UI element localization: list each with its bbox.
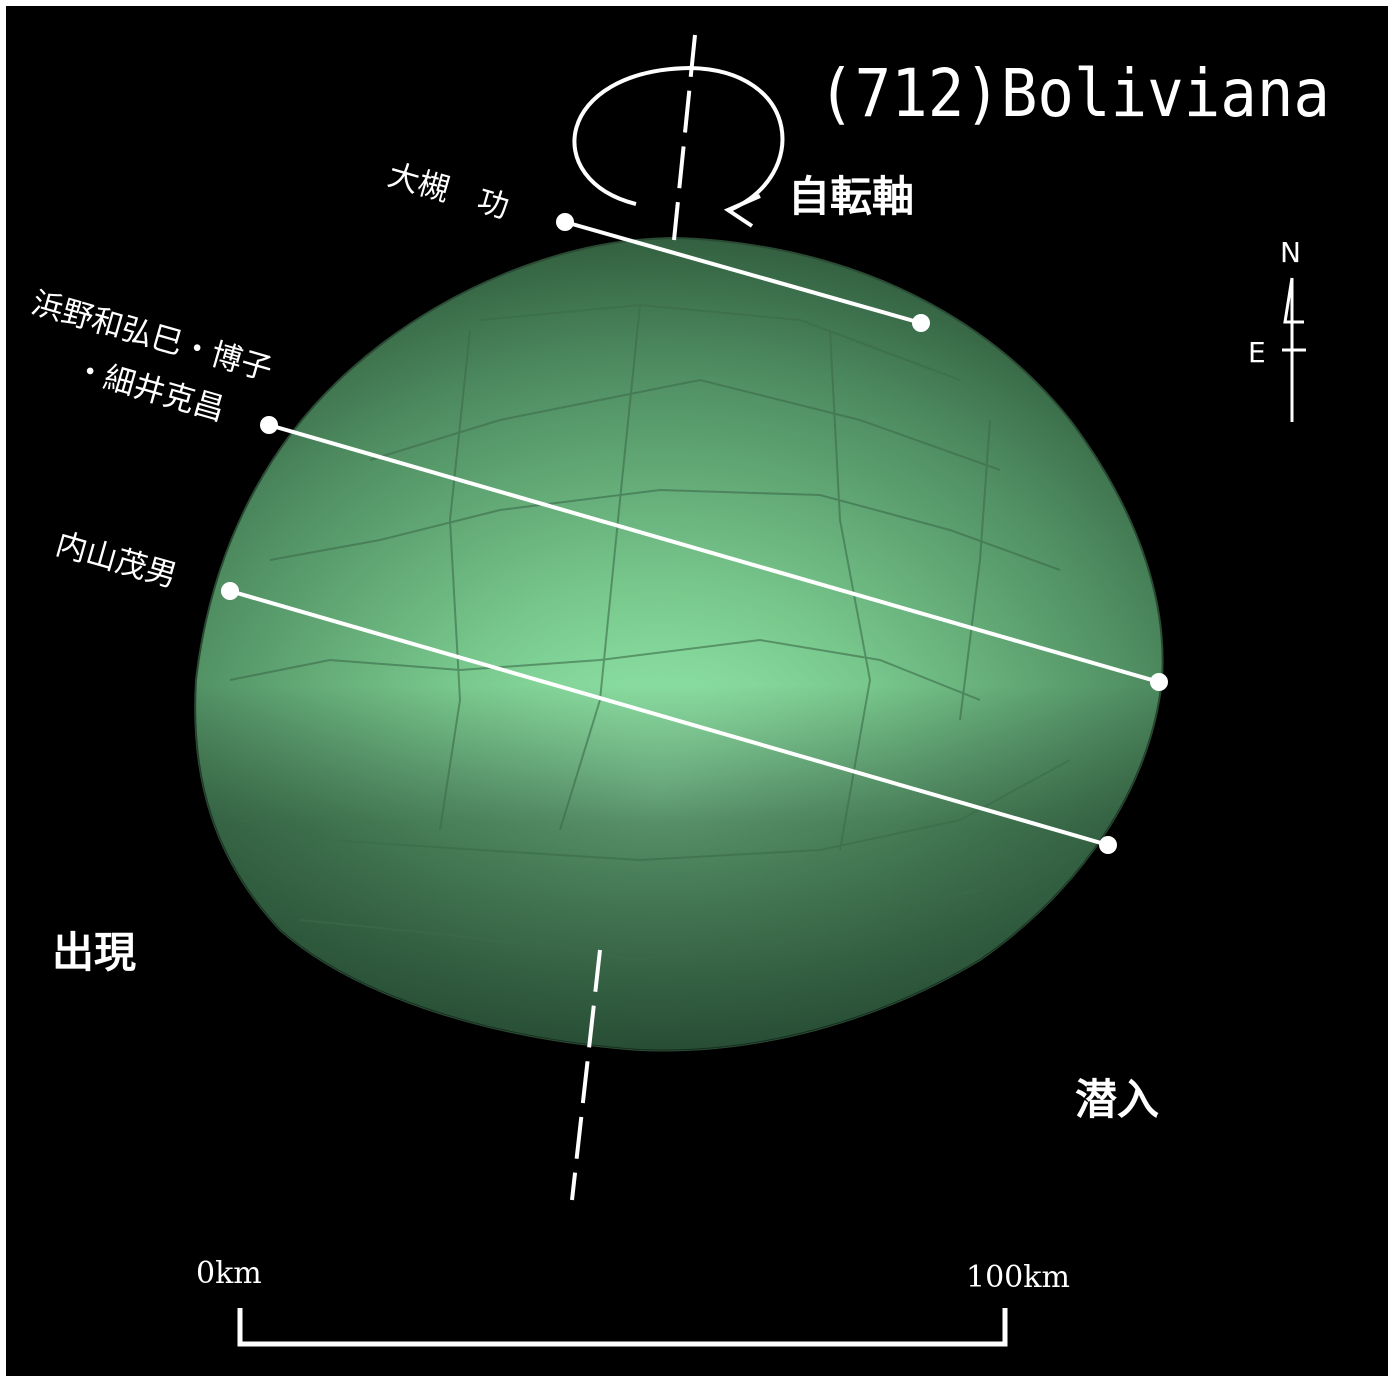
north-arrow-icon	[1283, 277, 1304, 324]
observer-label-uchiyama: 内山茂男	[52, 526, 181, 595]
compass-east-label: E	[1248, 336, 1266, 369]
rotation-axis-label: 自転軸	[788, 172, 914, 221]
chord-uchiyama	[229, 589, 1109, 847]
chord-uchiyama-start	[221, 582, 239, 600]
disappear-label: 潜入	[1075, 1075, 1159, 1124]
asteroid-shape	[194, 236, 1164, 1052]
compass-north-label: N	[1280, 236, 1301, 269]
rotation-arrow	[572, 65, 785, 212]
chord-hamano-start	[260, 416, 278, 434]
chord-uchiyama-end	[1099, 836, 1117, 854]
facet-lines	[229, 303, 1071, 962]
chord-hamano-hosoi	[268, 423, 1160, 684]
chord-otsuki	[564, 220, 922, 325]
appear-label: 出現	[52, 928, 136, 977]
occultation-chords	[221, 213, 1168, 854]
scale-start-label: 0km	[196, 1256, 262, 1291]
compass: N E	[1248, 236, 1306, 422]
observer-label-otsuki: 大槻 功	[384, 157, 513, 226]
chord-hamano-end	[1150, 673, 1168, 691]
scale-bar: 0km 100km	[196, 1256, 1070, 1347]
chord-otsuki-start	[556, 213, 574, 231]
rotation-arrow-head	[723, 194, 761, 228]
scale-bar-line	[237, 1308, 1008, 1347]
scale-end-label: 100km	[966, 1260, 1070, 1295]
rotation-axis	[570, 34, 785, 1201]
chord-otsuki-end	[912, 314, 930, 332]
title: (712)Boliviana	[818, 55, 1330, 132]
